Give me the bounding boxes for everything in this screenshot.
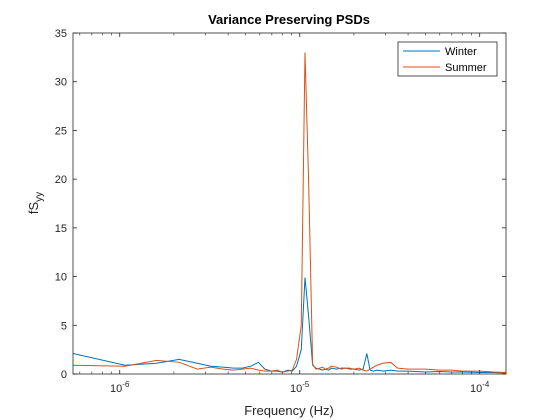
x-tick-label-base: 10 [470,383,482,395]
y-tick-label: 35 [55,28,67,40]
y-tick-label: 0 [61,369,67,381]
legend-label-summer: Summer [445,62,487,74]
x-tick-label-base: 10 [290,383,302,395]
plot-area [72,32,507,375]
y-axis-label-sub: yy [34,192,45,202]
x-tick-label: 10-5 [290,380,310,395]
y-tick-label: 25 [55,125,67,137]
x-tick-label-exponent: -5 [302,380,310,389]
x-tick-label-base: 10 [110,383,122,395]
x-tick-label: 10-4 [470,380,490,395]
x-tick-label-exponent: -6 [122,380,130,389]
y-tick-label: 10 [55,272,67,284]
y-tick-label: 30 [55,77,67,89]
y-tick-label: 20 [55,174,67,186]
y-tick-labels: 0 5 10 15 20 25 30 35 [55,28,67,381]
svg-text:fSyy: fSyy [26,192,45,214]
x-axis-label: Frequency (Hz) [244,403,334,418]
y-tick-label: 15 [55,223,67,235]
chart-title: Variance Preserving PSDs [208,12,370,27]
legend-label-winter: Winter [445,46,477,58]
y-tick-label: 5 [61,320,67,332]
plot-frame [72,32,507,375]
x-tick-label-exponent: -4 [482,380,490,389]
legend-box [397,41,498,77]
x-tick-label: 10-6 [110,380,130,395]
y-axis-label: fSyy [26,192,45,214]
x-tick-labels: 10-6 10-5 10-4 [110,380,490,395]
y-axis-label-main: fS [26,202,41,215]
series-line-summer [73,52,506,374]
series-layer [73,52,506,374]
legend: Winter Summer [397,41,498,77]
plot-background [73,33,506,374]
ticks-layer [73,32,506,375]
series-line-winter [73,277,506,374]
